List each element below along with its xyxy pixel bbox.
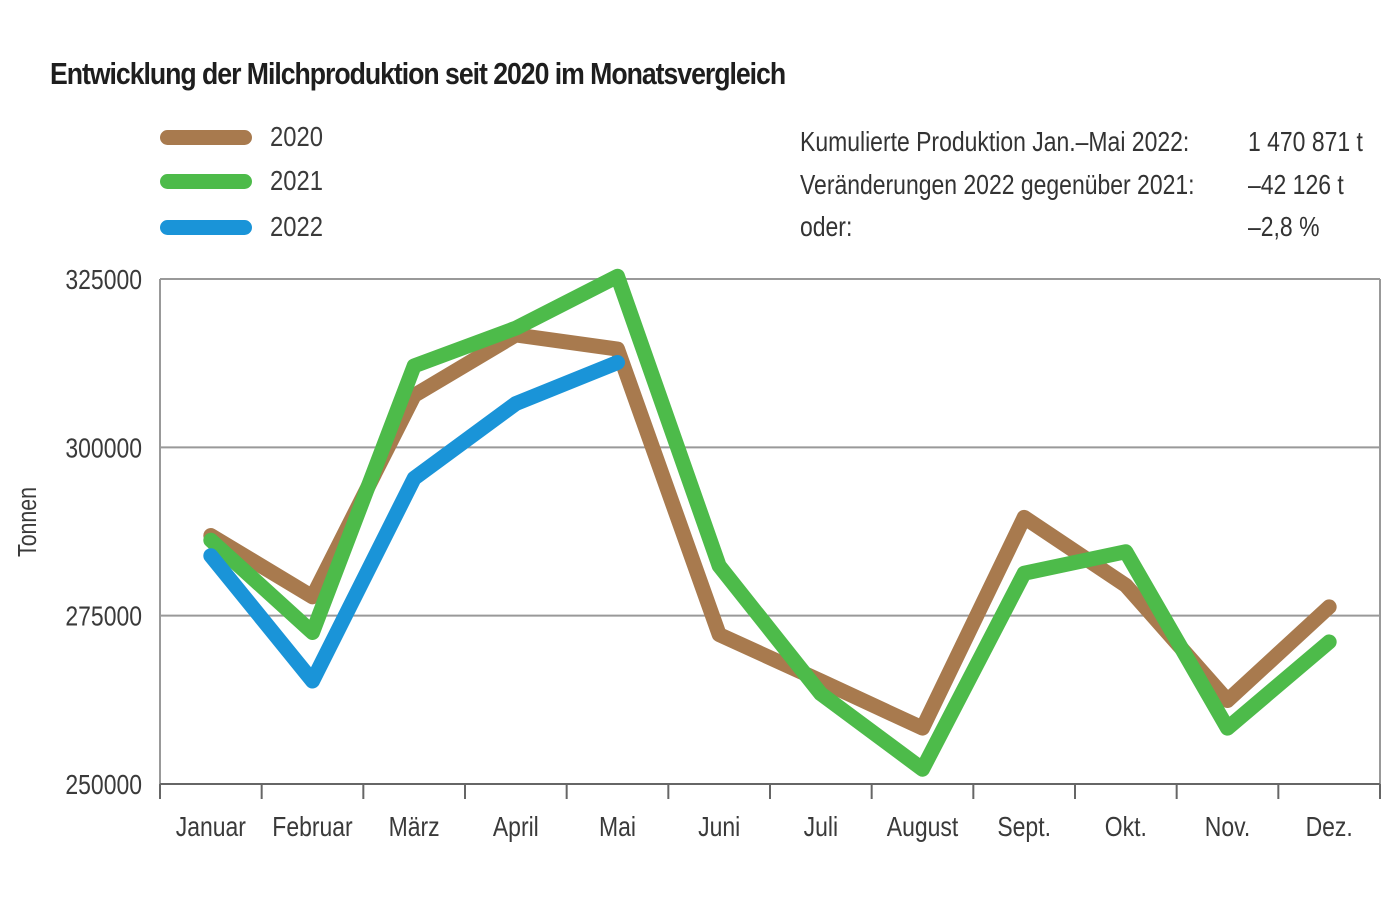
y-axis-label: Tonnen [13,487,43,557]
x-tick-label: August [887,812,958,843]
x-tick-label: Nov. [1205,812,1250,843]
legend-label-2021: 2021 [270,165,323,196]
legend-item-2022: 2022 [160,207,332,247]
legend-label-2022: 2022 [270,211,323,242]
x-tick-label: Okt. [1105,812,1147,843]
legend-swatch-2020 [160,129,252,145]
legend-label-2020: 2020 [270,121,323,152]
annotation-label-cumulative: Kumulierte Produktion Jan.–Mai 2022: [800,126,1190,157]
series-2021 [203,268,1337,777]
x-tick-label: Februar [272,812,353,843]
x-tick-label: Juli [804,812,838,843]
series-2022 [203,354,625,689]
y-tick-label: 300000 [65,433,142,464]
annotation-value-percent: –2,8 % [1248,211,1320,242]
y-tick-label: 275000 [65,602,142,633]
legend-swatch-2021 [160,173,252,189]
series-line-2020 [203,327,1337,736]
legend-swatch-2022 [160,219,252,235]
legend-item-2021: 2021 [160,161,332,201]
x-tick-label: Dez. [1306,812,1353,843]
x-tick-label: Sept. [997,812,1051,843]
series-2020 [203,327,1337,736]
annotation-label-percent: oder: [800,211,853,242]
x-tick-label: März [389,812,440,843]
x-tick-label: Januar [176,812,247,843]
annotation-value-change: –42 126 t [1248,169,1344,200]
annotation-value-cumulative: 1 470 871 t [1248,126,1363,157]
chart-title: Entwicklung der Milchproduktion seit 202… [50,56,786,91]
series-line-2021 [203,268,1337,777]
x-tick-label: Juni [698,812,740,843]
annotation-label-change: Veränderungen 2022 gegenüber 2021: [800,169,1195,200]
legend-item-2020: 2020 [160,117,332,157]
x-tick-label: April [493,812,539,843]
x-tick-label: Mai [599,812,636,843]
y-tick-label: 325000 [65,265,142,296]
y-tick-label: 250000 [65,770,142,801]
